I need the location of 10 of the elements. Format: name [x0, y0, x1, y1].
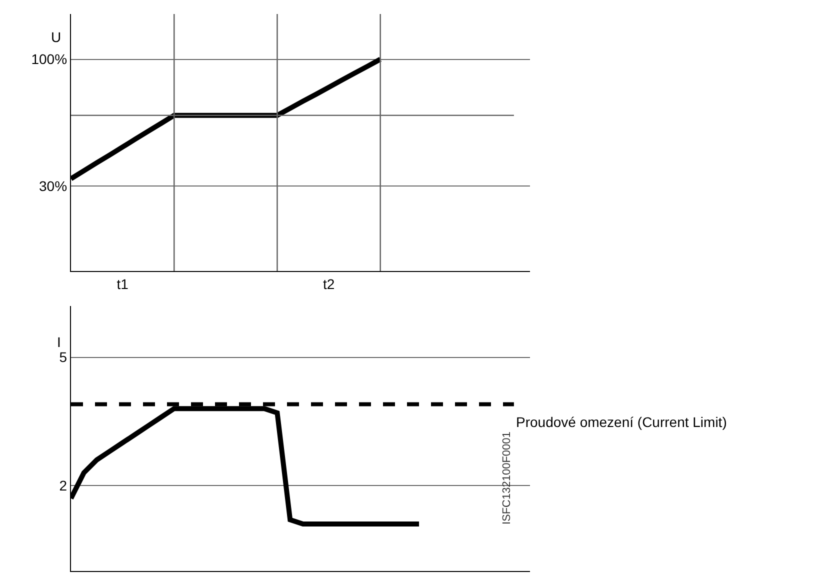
y-axis-title: U	[51, 29, 62, 45]
text: ISFC132100F0001	[501, 432, 514, 525]
x-tick-label: t2	[322, 276, 335, 292]
y-tick-label: 5	[59, 349, 68, 366]
y-tick-label: 2	[59, 477, 68, 494]
y-axis-title: I	[57, 334, 61, 350]
y-tick-label: 30%	[39, 178, 68, 194]
y-tick-label: 100%	[31, 51, 68, 68]
ref-line-label: Proudové omezení (Current Limit)	[516, 414, 727, 430]
x-tick-label: t1	[116, 276, 129, 292]
